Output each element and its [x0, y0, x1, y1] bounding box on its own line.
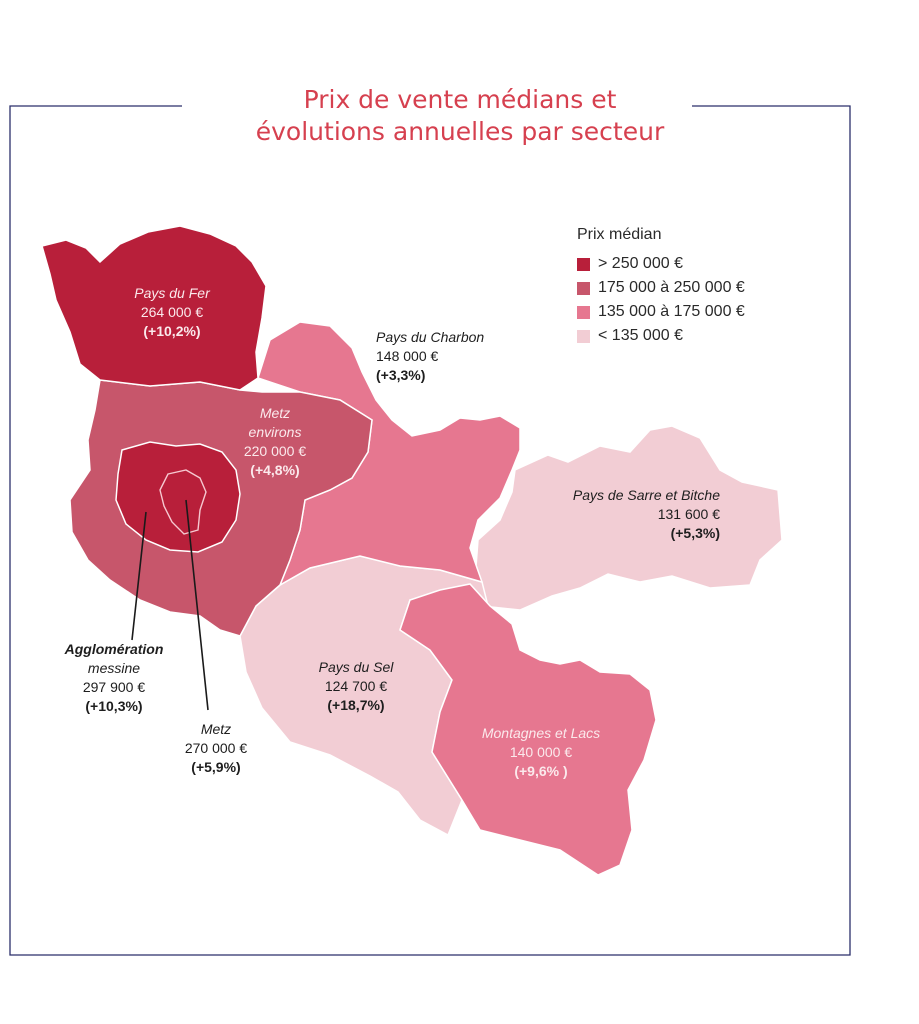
legend-item-under-135k: < 135 000 €	[577, 324, 745, 348]
legend-swatch	[577, 305, 590, 319]
sector-name-line1: Agglomération	[64, 641, 164, 657]
sector-price: 148 000 €	[376, 348, 439, 364]
sector-name-line2: environs	[248, 424, 302, 440]
sector-change: (+3,3%)	[376, 367, 426, 383]
map-title-line1: Prix de vente médians et	[303, 85, 617, 114]
sector-name: Pays du Fer	[134, 285, 210, 301]
legend-swatch	[577, 329, 590, 343]
legend: Prix médian > 250 000 € 175 000 à 250 00…	[577, 226, 745, 348]
sector-name: Pays de Sarre et Bitche	[572, 487, 720, 503]
sector-price: 270 000 €	[184, 740, 248, 756]
sector-price: 297 900 €	[82, 679, 146, 695]
sector-price: 124 700 €	[324, 678, 388, 694]
sector-price: 220 000 €	[243, 443, 307, 459]
map-title-line2: évolutions annuelles par secteur	[255, 117, 665, 146]
leader-line-agglomeration	[131, 511, 147, 641]
region-metz	[159, 469, 207, 535]
legend-swatch	[577, 281, 590, 295]
label-metz: Metz 270 000 € (+5,9%)	[160, 720, 272, 777]
sector-price: 131 600 €	[657, 506, 720, 522]
legend-label: 135 000 à 175 000 €	[598, 303, 745, 320]
legend-label: > 250 000 €	[598, 255, 683, 272]
sector-change: (+4,8%)	[250, 462, 300, 478]
sector-name: Metz	[200, 721, 232, 737]
label-agglomeration-messine: Agglomération messine 297 900 € (+10,3%)	[44, 640, 184, 716]
sector-name: Pays du Sel	[318, 659, 394, 675]
legend-item-over-250k: > 250 000 €	[577, 252, 745, 276]
legend-label: < 135 000 €	[598, 327, 683, 344]
sector-price: 140 000 €	[509, 744, 573, 760]
label-pays-du-sel: Pays du Sel 124 700 € (+18,7%)	[300, 658, 412, 715]
sector-name-line1: Metz	[259, 405, 291, 421]
sector-change: (+18,7%)	[327, 697, 385, 713]
label-pays-du-fer: Pays du Fer 264 000 € (+10,2%)	[112, 284, 232, 341]
region-pays-du-fer	[41, 225, 267, 391]
legend-item-175k-250k: 175 000 à 250 000 €	[577, 276, 745, 300]
sector-change: (+5,9%)	[191, 759, 241, 775]
region-montagnes-et-lacs	[399, 583, 657, 876]
label-pays-du-charbon: Pays du Charbon 148 000 € (+3,3%)	[376, 328, 536, 385]
label-pays-de-sarre: Pays de Sarre et Bitche 131 600 € (+5,3%…	[520, 486, 720, 543]
sector-change: (+5,3%)	[670, 525, 720, 541]
sector-change: (+10,3%)	[85, 698, 143, 714]
sector-change: (+9,6% )	[514, 763, 568, 779]
label-metz-environs: Metz environs 220 000 € (+4,8%)	[222, 404, 328, 480]
legend-title: Prix médian	[577, 226, 662, 243]
leader-line-metz	[185, 499, 209, 711]
sector-name: Montagnes et Lacs	[481, 725, 601, 741]
sector-name: Pays du Charbon	[376, 329, 485, 345]
label-montagnes-et-lacs: Montagnes et Lacs 140 000 € (+9,6% )	[456, 724, 626, 781]
sector-name-line2: messine	[87, 660, 141, 676]
sector-change: (+10,2%)	[143, 323, 201, 339]
frame-left-top	[9, 105, 851, 956]
legend-swatch	[577, 257, 590, 271]
sector-price: 264 000 €	[140, 304, 204, 320]
legend-item-135k-175k: 135 000 à 175 000 €	[577, 300, 745, 324]
map-title: Prix de vente médians et évolutions annu…	[180, 84, 740, 148]
legend-label: 175 000 à 250 000 €	[598, 279, 745, 296]
